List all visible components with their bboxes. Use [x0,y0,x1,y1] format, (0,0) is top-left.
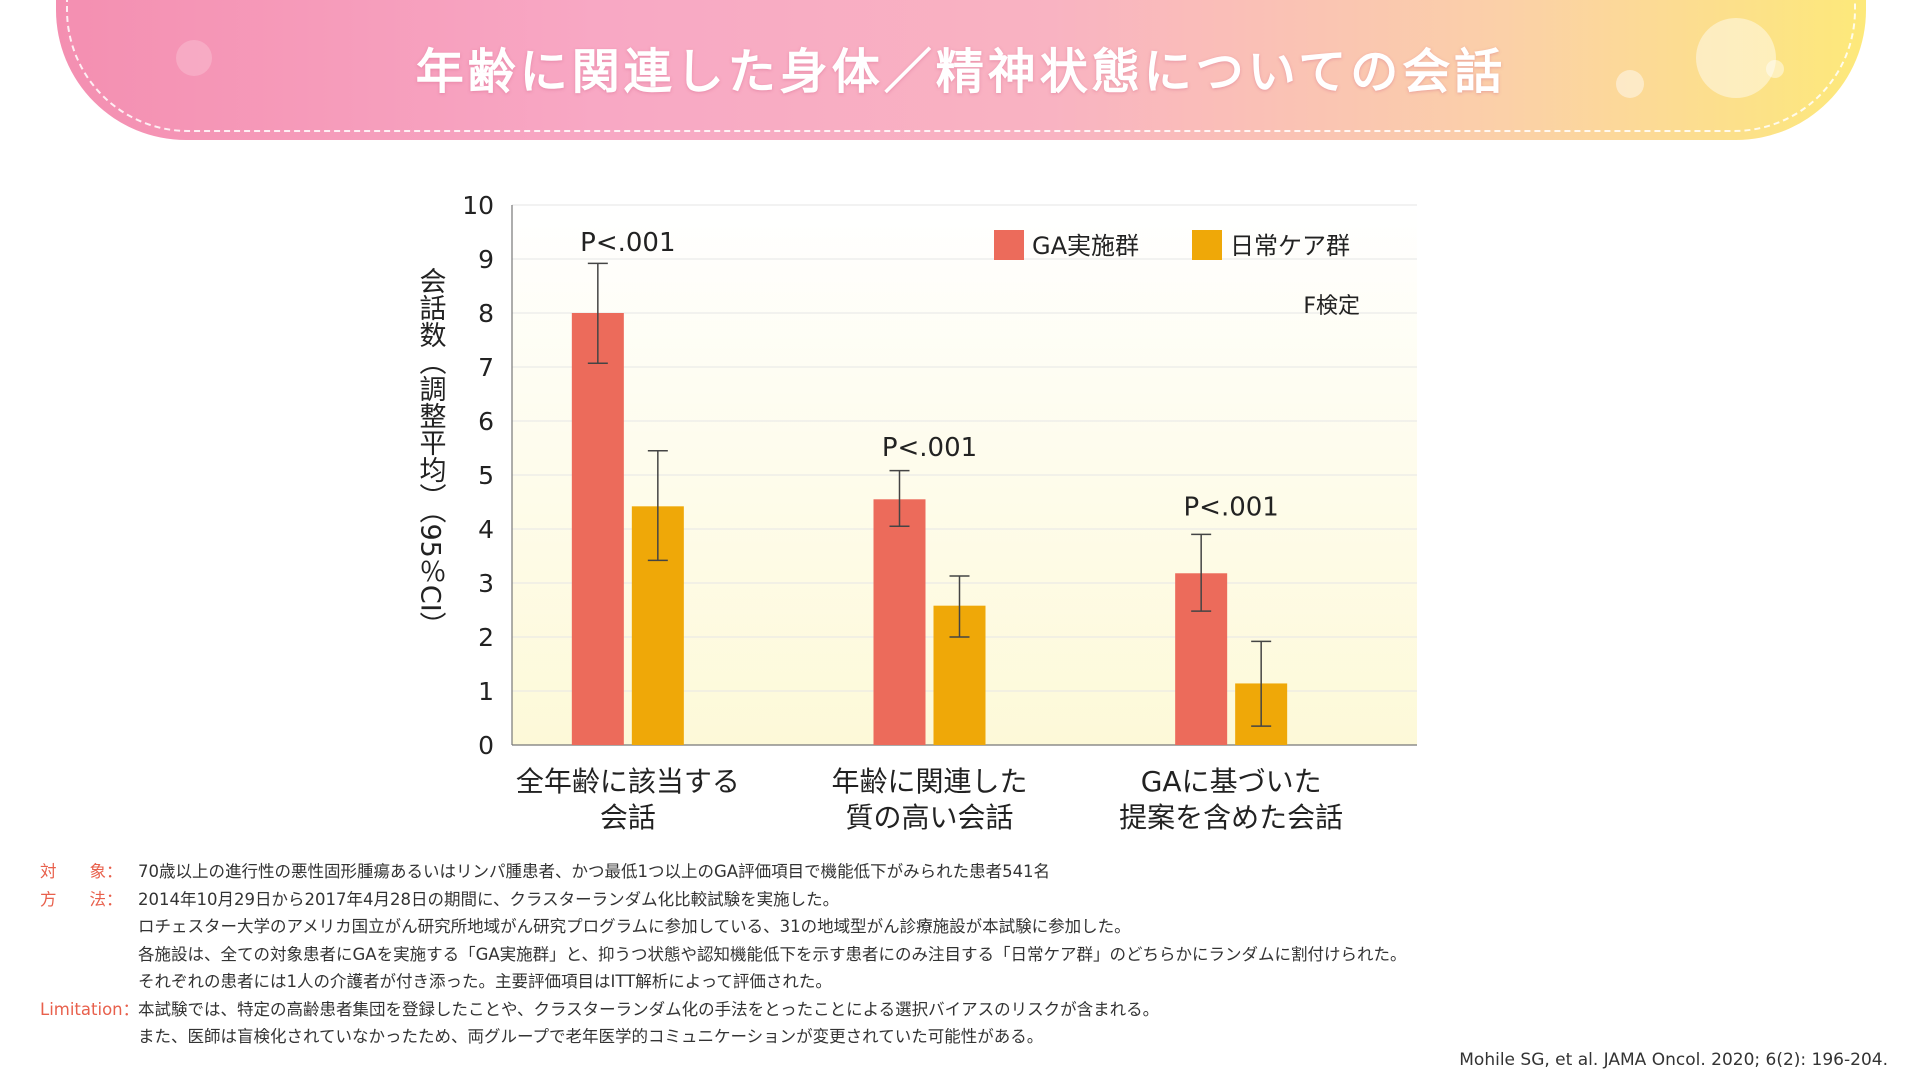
bar-chart: 0 1 2 3 4 5 6 7 8 9 10 会話数（調整平均）（95％CI） P<.001 全年齢に該当… [415,191,1417,834]
legend-swatch [994,230,1024,260]
footnote-label [40,968,138,996]
footnote-label [40,941,138,969]
footnote-text: 各施設は、全ての対象患者にGAを実施する「GA実施群」と、抑うつ状態や認知機能低… [138,944,1407,964]
title-banner: 年齢に関連した身体／精神状態についての会話 [56,0,1866,140]
legend-label: 日常ケア群 [1230,232,1350,260]
y-tick-label: 8 [478,299,494,328]
y-tick-label: 0 [478,731,494,760]
y-tick-label: 7 [478,353,494,382]
x-category-label: GAに基づいた [1141,765,1322,798]
bokeh-decoration [1616,70,1644,98]
y-axis-label: 会話数（調整平均）（95％CI） [415,267,447,639]
y-tick-label: 6 [478,407,494,436]
footnote-row: 各施設は、全ての対象患者にGAを実施する「GA実施群」と、抑うつ状態や認知機能低… [40,941,1440,969]
p-value-annotation: P<.001 [882,433,977,463]
footnote-text: ロチェスター大学のアメリカ国立がん研究所地域がん研究プログラムに参加している、3… [138,917,1131,936]
x-category-label: 質の高い会話 [845,801,1013,834]
p-value-annotation: P<.001 [1183,493,1278,523]
x-category-label: 提案を含めた会話 [1119,801,1343,834]
footnote-label [40,913,138,941]
bokeh-decoration [1696,18,1776,98]
citation: Mohile SG, et al. JAMA Oncol. 2020; 6(2)… [1459,1050,1888,1070]
y-tick-label: 3 [478,569,494,598]
y-tick-label: 9 [478,245,494,274]
study-footnotes: 対 象： 70歳以上の進行性の悪性固形腫瘍あるいはリンパ腫患者、かつ最低1つ以上の… [40,858,1440,1051]
y-tick-label: 10 [462,191,494,220]
bokeh-decoration [176,40,212,76]
bar-ga [571,313,624,745]
y-tick-label: 5 [478,461,494,490]
legend-label: GA実施群 [1032,232,1139,260]
footnote-label: 対 象： [40,862,123,881]
y-tick-label: 1 [478,677,494,706]
footnote-label [40,1023,138,1051]
legend-swatch [1192,230,1222,260]
footnote-text: 2014年10月29日から2017年4月28日の期間に、クラスターランダム化比較… [138,889,840,909]
footnote-text: また、医師は盲検化されていなかったため、両グループで老年医学的コミュニケーション… [138,1027,1044,1046]
p-value-annotation: P<.001 [580,228,675,258]
bar-ga [873,499,926,745]
x-category-label: 年齢に関連した [831,765,1027,798]
footnote-row: Limitation： 本試験では、特定の高齢患者集団を登録したことや、クラスター… [40,996,1440,1024]
footnote-label: 方 法： [40,889,123,909]
x-category-label: 全年齢に該当する [516,765,740,798]
footnote-row: また、医師は盲検化されていなかったため、両グループで老年医学的コミュニケーション… [40,1023,1440,1051]
y-tick-label: 4 [478,515,494,544]
x-category-label: 会話 [600,801,656,834]
footnote-text: 70歳以上の進行性の悪性固形腫瘍あるいはリンパ腫患者、かつ最低1つ以上のGA評価… [138,862,1051,881]
test-label: F検定 [1303,294,1360,319]
page-title: 年齢に関連した身体／精神状態についての会話 [415,44,1507,100]
footnote-text: それぞれの患者には1人の介護者が付き添った。主要評価項目はITT解析によって評価… [138,972,832,991]
footnote-row: 方 法： 2014年10月29日から2017年4月28日の期間に、クラスターランダ… [40,886,1440,914]
footnote-row: ロチェスター大学のアメリカ国立がん研究所地域がん研究プログラムに参加している、3… [40,913,1440,941]
footnote-row: それぞれの患者には1人の介護者が付き添った。主要評価項目はITT解析によって評価… [40,968,1440,996]
footnote-row: 対 象： 70歳以上の進行性の悪性固形腫瘍あるいはリンパ腫患者、かつ最低1つ以上の… [40,858,1440,886]
footnote-text: 本試験では、特定の高齢患者集団を登録したことや、クラスターランダム化の手法をとっ… [138,999,1160,1019]
y-tick-label: 2 [478,623,494,652]
footnote-label: Limitation： [40,999,140,1019]
bokeh-decoration [1766,60,1784,78]
